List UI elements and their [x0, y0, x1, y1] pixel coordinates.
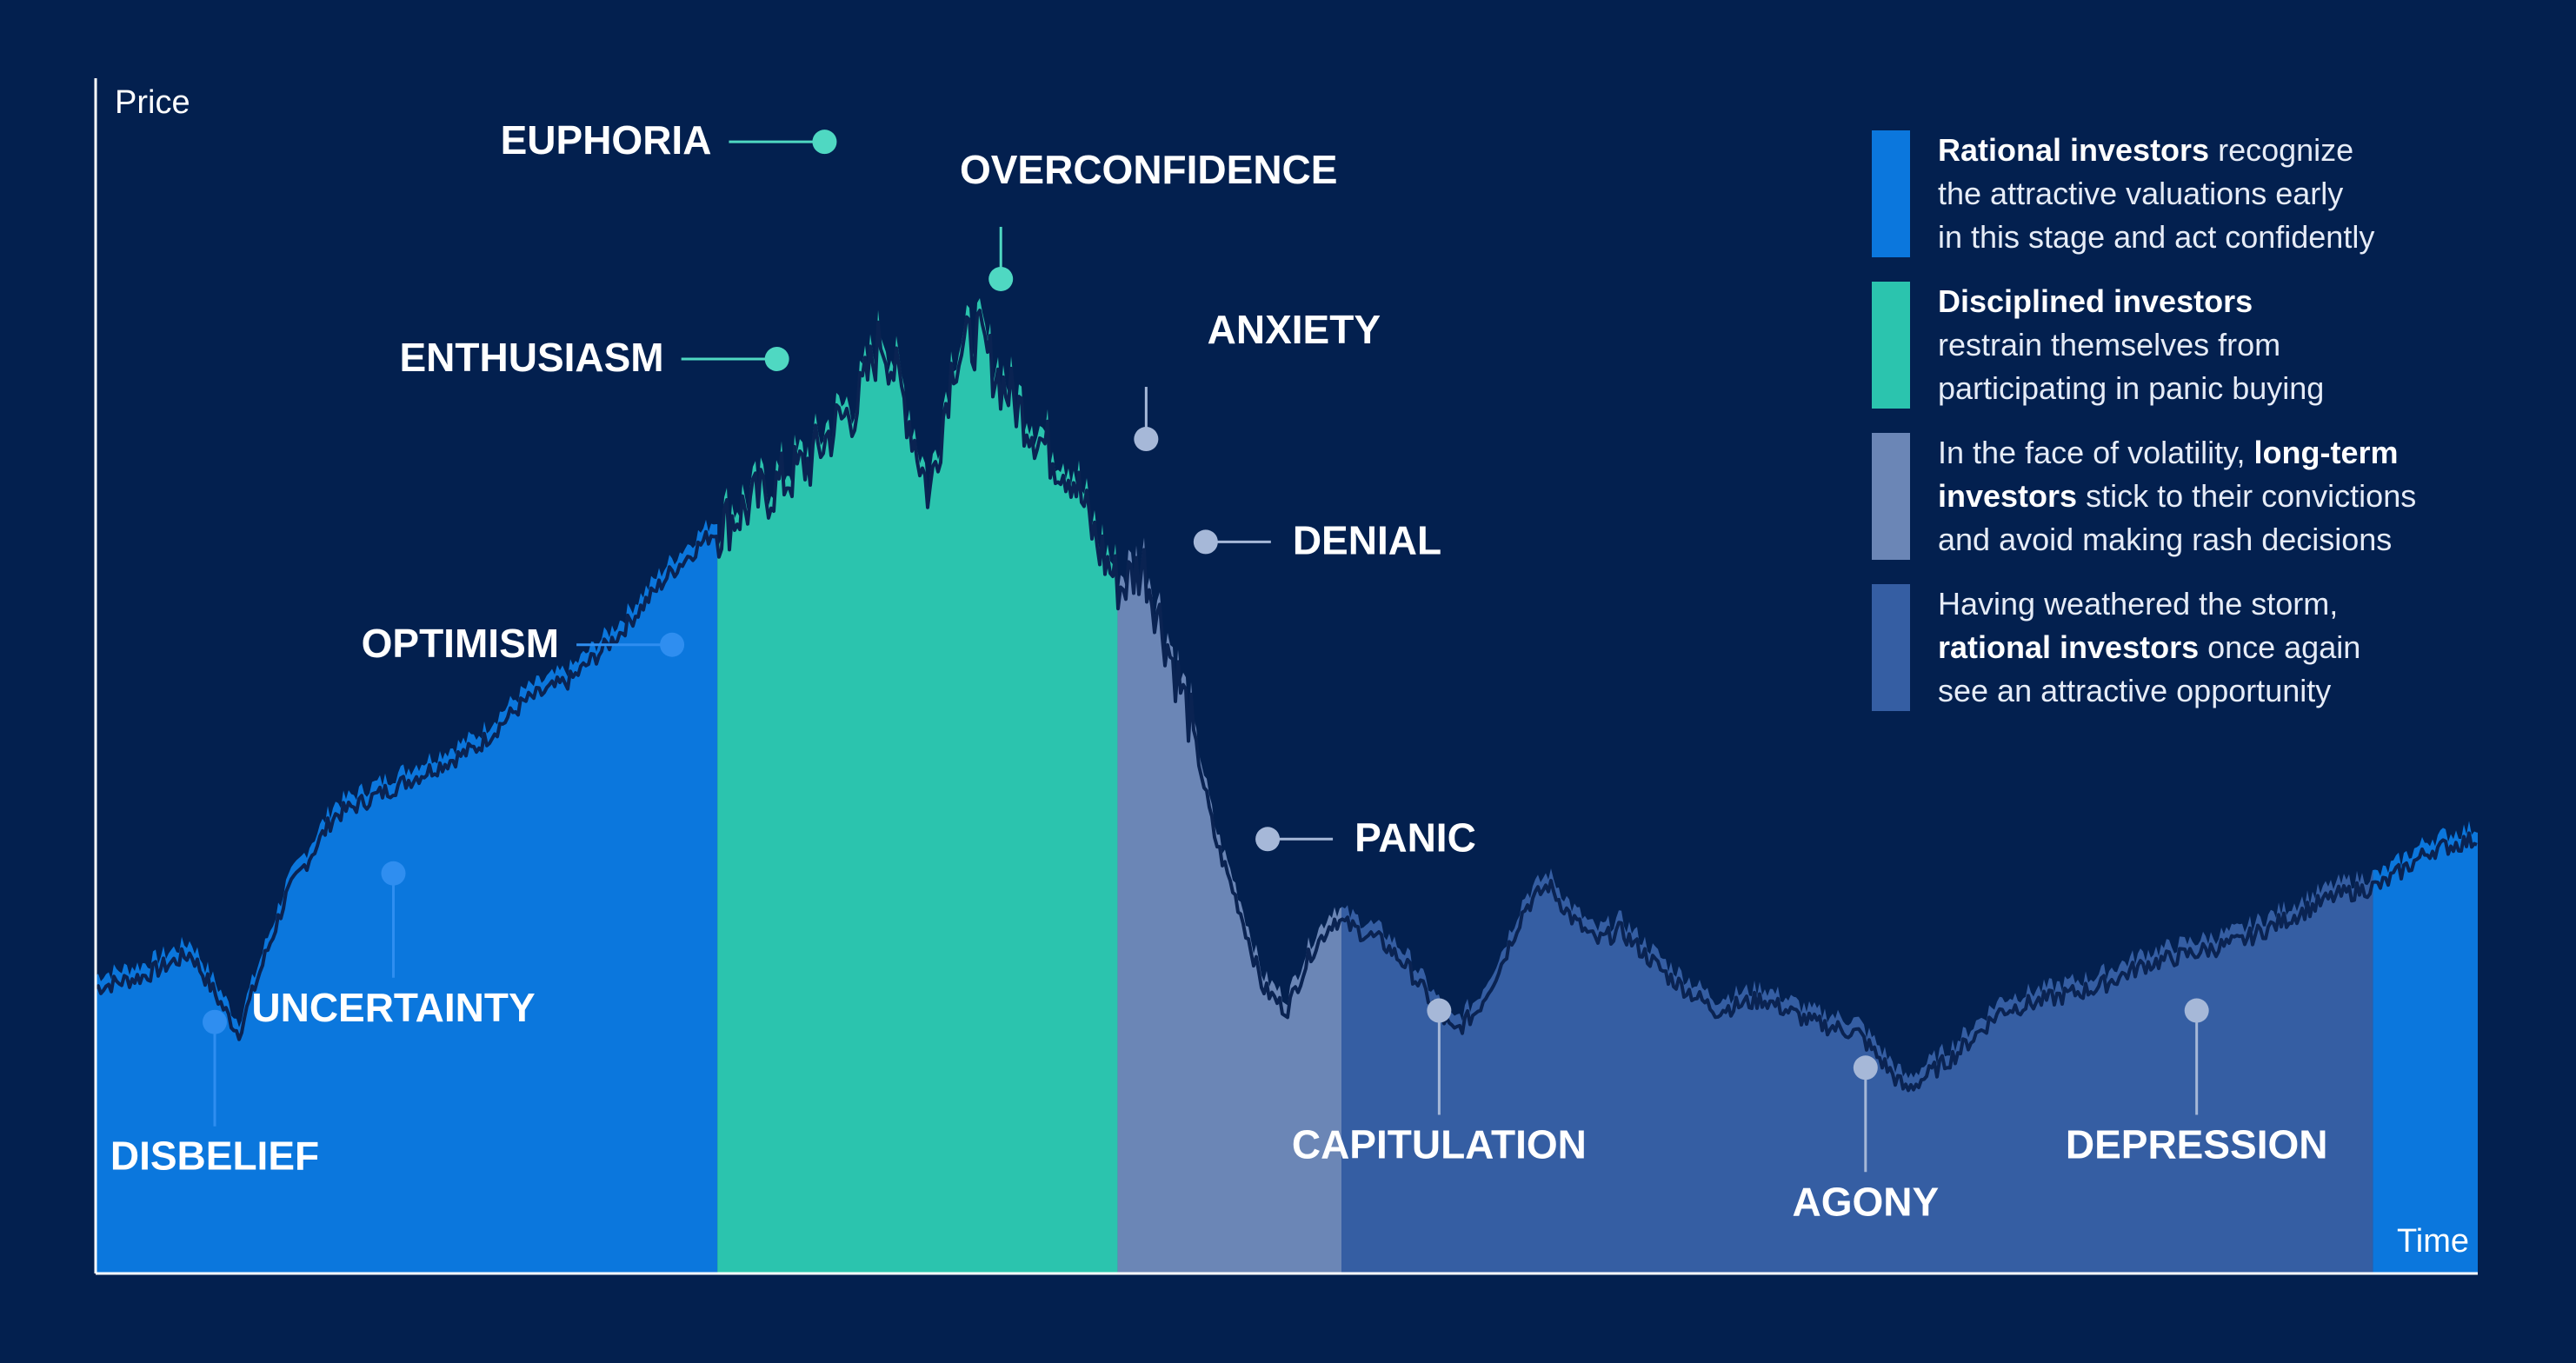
legend-item-rational: Rational investors recognize the attract…: [1872, 129, 2480, 259]
legend-bold: Disciplined investors: [1938, 283, 2253, 319]
annotation-dot: [812, 130, 837, 155]
annotation-label: EUPHORIA: [501, 117, 712, 163]
legend-item-long-term: In the face of volatility, long-term inv…: [1872, 431, 2480, 562]
annotation-dot: [1427, 998, 1452, 1023]
phase-area-0: [96, 519, 718, 1273]
annotation-label: OVERCONFIDENCE: [960, 147, 1337, 192]
annotation-dot: [381, 861, 406, 886]
legend-item-disciplined: Disciplined investors restrain themselve…: [1872, 280, 2480, 410]
legend-rest: restrain themselves from participating i…: [1938, 327, 2325, 406]
legend-swatch-rational: [1872, 130, 1910, 257]
legend-swatch-disciplined: [1872, 282, 1910, 409]
y-axis-label: Price: [115, 84, 190, 121]
legend-swatch-recovery: [1872, 584, 1910, 711]
legend-bold: Rational investors: [1938, 132, 2210, 168]
annotation-dot: [1853, 1055, 1878, 1080]
annotation-label: DENIAL: [1293, 517, 1441, 562]
phase-area-1: [717, 298, 1118, 1273]
annotation-dot: [764, 347, 789, 371]
annotation-dot: [660, 632, 685, 657]
legend: Rational investors recognize the attract…: [1872, 129, 2480, 734]
annotation-dot: [2184, 998, 2209, 1023]
legend-rest: recognize the attractive valuations earl…: [1938, 132, 2375, 255]
legend-bold: rational investors: [1938, 629, 2200, 665]
annotation-label: OPTIMISM: [362, 621, 559, 666]
legend-swatch-long-term: [1872, 433, 1910, 560]
annotation-label: UNCERTAINTY: [251, 985, 535, 1030]
annotation-label: PANIC: [1355, 814, 1476, 860]
phase-area-4: [2373, 821, 2478, 1273]
price-line: [94, 309, 2478, 1093]
annotation-dot: [203, 1009, 227, 1034]
x-axis-label: Time: [2397, 1223, 2469, 1260]
annotation-label: AGONY: [1792, 1179, 1939, 1224]
annotation-label: DEPRESSION: [2066, 1122, 2328, 1167]
legend-bold: long-term investors: [1938, 435, 2399, 514]
annotation-label: CAPITULATION: [1292, 1122, 1587, 1167]
annotation-label: ANXIETY: [1208, 307, 1381, 352]
annotation-label: DISBELIEF: [110, 1134, 319, 1179]
annotation-dot: [1193, 529, 1218, 555]
annotation-dot: [1255, 827, 1281, 852]
annotation-dot: [988, 266, 1014, 291]
legend-pre: In the face of volatility,: [1938, 435, 2254, 470]
legend-pre: Having weathered the storm,: [1938, 586, 2339, 622]
annotation-label: ENTHUSIASM: [400, 335, 664, 380]
legend-item-recovery: Having weathered the storm, rational inv…: [1872, 582, 2480, 713]
annotation-dot: [1134, 427, 1159, 452]
legend-rest: stick to their convictions and avoid mak…: [1938, 478, 2417, 557]
phase-area-2: [1117, 537, 1342, 1273]
legend-rest: once again see an attractive opportunity: [1938, 629, 2361, 708]
